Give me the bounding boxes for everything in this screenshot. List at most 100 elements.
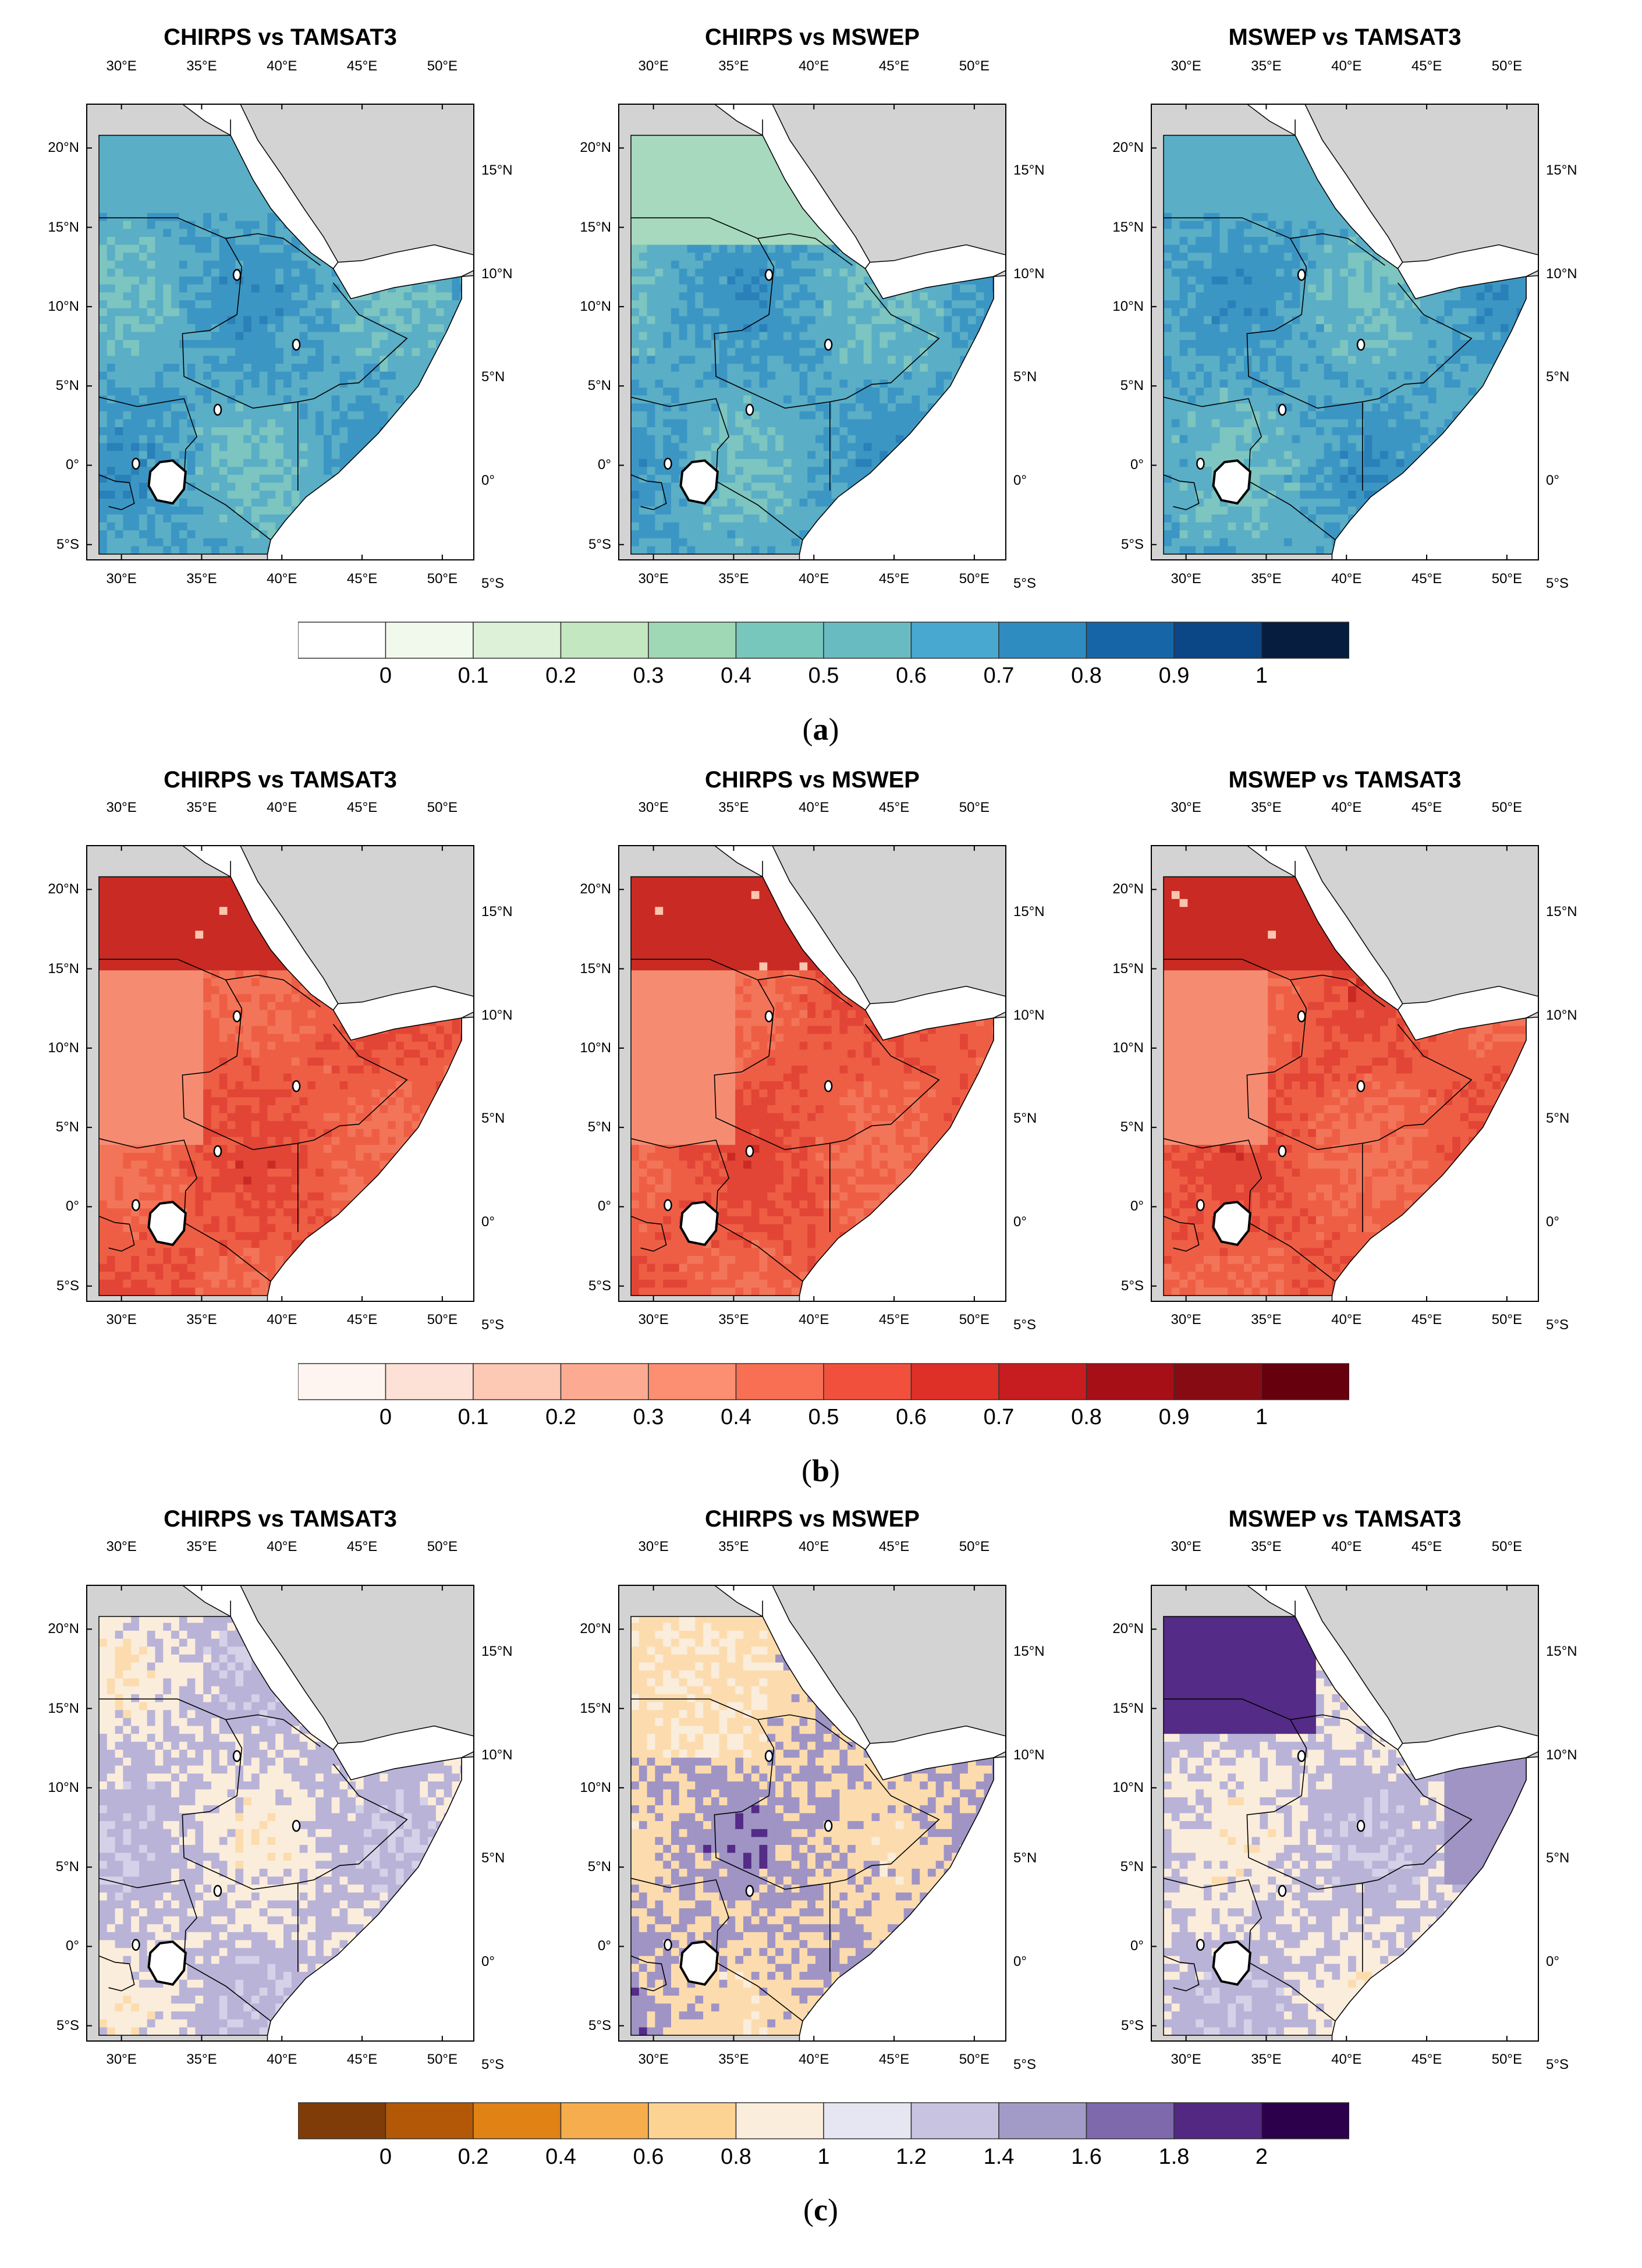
lake-victoria	[1212, 1201, 1251, 1247]
lon-label-top: 30°E	[630, 58, 677, 74]
lat-label-right: 0°	[481, 473, 495, 489]
lon-label-bottom: 30°E	[98, 2052, 145, 2068]
lat-label-left: 15°N	[38, 219, 79, 236]
colorbar-tick-label: 0.6	[882, 1405, 941, 1430]
country-border	[211, 1024, 408, 1151]
colorbar-swatch	[1173, 1363, 1262, 1400]
lat-label-right: 5°N	[481, 1110, 505, 1127]
coastline	[98, 134, 462, 555]
lat-label-left: 20°N	[1103, 881, 1144, 897]
lat-label-left: 15°N	[570, 1701, 611, 1717]
country-border	[631, 217, 775, 390]
lake	[132, 1939, 140, 1951]
lat-label-right: 5°N	[481, 1850, 505, 1866]
lake	[232, 269, 242, 281]
lat-label-right: 5°S	[1013, 576, 1036, 592]
lon-label-top: 50°E	[951, 800, 998, 816]
lat-label-left: 10°N	[1103, 1040, 1144, 1056]
colorbar-swatch	[298, 2102, 386, 2139]
lon-label-top: 30°E	[1163, 800, 1210, 816]
map-title: MSWEP vs TAMSAT3	[1141, 1506, 1549, 1532]
map-title: CHIRPS vs MSWEP	[609, 24, 1016, 51]
colorbar-swatch	[648, 1363, 737, 1400]
lat-label-right: 5°N	[1546, 1110, 1569, 1127]
lon-label-top: 30°E	[630, 1539, 677, 1555]
lon-label-top: 50°E	[1484, 58, 1530, 74]
lat-label-left: 0°	[570, 1198, 611, 1215]
lake-victoria	[1212, 459, 1251, 505]
lon-label-top: 45°E	[871, 800, 917, 816]
lon-label-bottom: 40°E	[1323, 1312, 1370, 1328]
lat-label-right: 5°S	[1013, 1317, 1036, 1333]
lat-label-right: 10°N	[481, 1747, 513, 1763]
colorbar-swatch	[298, 1363, 386, 1400]
lat-label-left: 15°N	[38, 1701, 79, 1717]
lat-label-right: 5°S	[481, 576, 504, 592]
country-border	[757, 974, 853, 1007]
lat-label-right: 0°	[1546, 473, 1559, 489]
lon-label-bottom: 45°E	[871, 1312, 917, 1328]
lat-label-left: 0°	[570, 457, 611, 473]
country-border	[640, 1222, 667, 1252]
country-border	[99, 959, 243, 1131]
country-border	[630, 396, 803, 541]
lake	[824, 1080, 833, 1092]
lon-label-bottom: 50°E	[951, 571, 998, 587]
panel-caption-letter: a	[813, 712, 829, 747]
lake	[1356, 1820, 1366, 1832]
colorbar-tick-label: 0.4	[707, 663, 765, 688]
colorbar-tick-label: 0.9	[1145, 663, 1203, 688]
lake	[824, 339, 833, 351]
lake-victoria	[147, 459, 187, 505]
colorbar-swatch	[910, 622, 999, 659]
lake	[824, 1820, 833, 1832]
lon-label-top: 30°E	[98, 1539, 145, 1555]
lake	[232, 1010, 242, 1023]
lat-label-right: 15°N	[481, 1644, 513, 1660]
lon-label-top: 30°E	[98, 58, 145, 74]
country-border	[1163, 1216, 1180, 1223]
colorbar-tick-label: 1	[795, 2145, 853, 2170]
lon-label-top: 45°E	[1403, 1539, 1450, 1555]
country-border	[1290, 1714, 1385, 1747]
lon-label-top: 35°E	[710, 58, 757, 74]
lat-label-right: 0°	[1013, 1954, 1027, 1970]
lon-label-bottom: 40°E	[1323, 571, 1370, 587]
country-border	[1164, 217, 1307, 390]
lat-label-right: 15°N	[481, 162, 513, 179]
colorbar-swatch	[560, 622, 649, 659]
country-border	[1275, 1763, 1473, 1890]
lake	[132, 1199, 140, 1211]
lat-label-left: 10°N	[38, 1040, 79, 1056]
lat-label-left: 20°N	[570, 140, 611, 156]
map-frame	[1151, 1585, 1539, 2042]
map-title: CHIRPS vs TAMSAT3	[77, 1506, 484, 1532]
colorbar-swatch	[998, 622, 1087, 659]
lat-label-left: 0°	[1103, 1198, 1144, 1215]
country-border	[98, 1877, 271, 2022]
panel-caption: (b)	[763, 1453, 879, 1489]
map-b-1	[86, 845, 474, 1302]
lon-label-top: 40°E	[1323, 58, 1370, 74]
country-border	[757, 1714, 853, 1747]
lon-label-bottom: 45°E	[871, 571, 917, 587]
map-frame	[1151, 104, 1539, 560]
colorbar-swatch	[560, 1363, 649, 1400]
country-border	[630, 1955, 647, 1963]
lat-label-right: 10°N	[481, 266, 513, 282]
map-frame	[1151, 845, 1539, 1302]
map-title: CHIRPS vs MSWEP	[609, 1506, 1016, 1532]
lat-label-left: 5°S	[1103, 1278, 1144, 1294]
lon-label-bottom: 50°E	[1484, 2052, 1530, 2068]
colorbar-swatch	[648, 2102, 737, 2139]
colorbar-tick-label: 0	[357, 1405, 415, 1430]
lat-label-right: 0°	[481, 1954, 495, 1970]
country-border	[1163, 1138, 1336, 1282]
map-a-3	[1151, 104, 1539, 560]
lon-label-top: 45°E	[1403, 58, 1450, 74]
lake	[213, 1884, 222, 1897]
lat-label-right: 10°N	[1013, 1007, 1045, 1024]
colorbar-swatch	[998, 2102, 1087, 2139]
lake	[1196, 457, 1205, 470]
lake	[1196, 1939, 1205, 1951]
